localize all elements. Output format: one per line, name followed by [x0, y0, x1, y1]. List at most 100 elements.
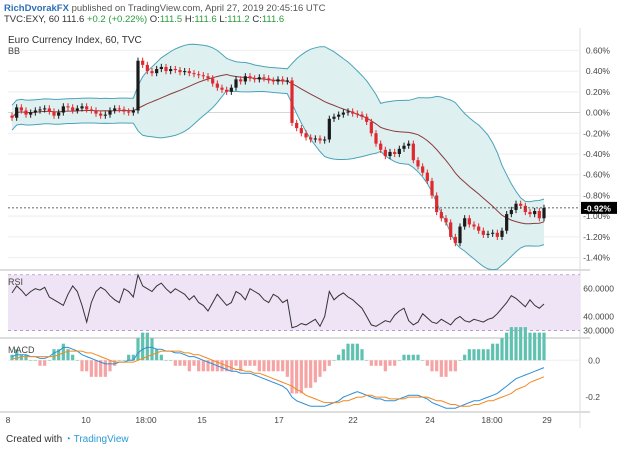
- candle-body: [201, 75, 205, 77]
- price-tick-label: -1.00%: [583, 211, 610, 221]
- candle-body: [43, 108, 47, 110]
- macd-histogram-bar: [388, 360, 392, 366]
- macd-histogram-bar: [355, 343, 359, 361]
- candle-body: [463, 218, 467, 227]
- macd-histogram-bar: [486, 349, 490, 361]
- candle-body: [416, 160, 420, 167]
- macd-histogram-bar: [519, 327, 523, 361]
- macd-histogram-bar: [169, 360, 173, 361]
- macd-histogram-bar: [276, 360, 280, 372]
- bollinger-upper-band: [11, 43, 545, 203]
- candle-body: [421, 166, 425, 173]
- candle-body: [145, 64, 149, 72]
- candle-body: [183, 71, 187, 73]
- candle-body: [122, 109, 126, 112]
- open-label: O:: [149, 14, 160, 25]
- candle-body: [141, 60, 145, 65]
- macd-histogram-bar: [24, 354, 28, 361]
- macd-histogram-bar: [346, 343, 350, 361]
- candle-body: [220, 87, 224, 90]
- candle-body: [332, 116, 336, 119]
- candle-body: [155, 69, 159, 74]
- macd-histogram-bar: [472, 349, 476, 361]
- macd-histogram-bar: [85, 360, 89, 372]
- candle-body: [38, 109, 42, 111]
- candle-body: [136, 60, 140, 111]
- rsi-tick-label: 60.0000: [583, 284, 614, 294]
- macd-histogram-bar: [537, 332, 541, 361]
- candle-body: [192, 73, 196, 75]
- macd-histogram-bar: [43, 360, 47, 366]
- candle-body: [477, 226, 481, 231]
- time-tick-label: 29: [542, 415, 552, 425]
- candle-body: [229, 87, 233, 92]
- macd-histogram-bar: [542, 332, 546, 361]
- candle-body: [299, 128, 303, 134]
- candle-body: [52, 111, 56, 116]
- price-tick-label: -0.80%: [583, 190, 610, 200]
- candle-body: [379, 143, 383, 150]
- candle-body: [206, 76, 210, 79]
- candle-body: [481, 230, 485, 235]
- candle-body: [159, 66, 163, 70]
- macd-indicator-label[interactable]: MACD: [8, 345, 35, 355]
- macd-histogram-bar: [393, 360, 397, 366]
- author-name[interactable]: RichDvorakFX: [4, 3, 69, 14]
- candle-body: [61, 106, 65, 113]
- macd-histogram-bar: [248, 360, 252, 366]
- candle-body: [467, 218, 471, 225]
- macd-histogram-bar: [145, 332, 149, 361]
- candle-body: [365, 116, 369, 122]
- candle-body: [341, 112, 345, 115]
- candle-body: [89, 109, 93, 111]
- macd-histogram-bar: [178, 360, 182, 366]
- macd-histogram-bar: [411, 354, 415, 361]
- time-tick-label: 24: [425, 415, 435, 425]
- macd-histogram-bar: [341, 349, 345, 361]
- candle-body: [533, 211, 537, 215]
- price-tick-label: 0.20%: [586, 87, 611, 97]
- macd-histogram-bar: [229, 360, 233, 372]
- price-tick-label: 0.40%: [586, 66, 611, 76]
- price-tick-label: -1.20%: [583, 232, 610, 242]
- macd-histogram-bar: [47, 360, 51, 361]
- candle-body: [491, 232, 495, 234]
- macd-histogram-bar: [430, 360, 434, 372]
- rsi-indicator-label[interactable]: RSI: [8, 277, 24, 287]
- macd-histogram-bar: [369, 360, 373, 366]
- candle-body: [519, 203, 523, 206]
- macd-histogram-bar: [295, 360, 299, 394]
- rsi-tick-label: 40.0000: [583, 312, 614, 322]
- macd-histogram-bar: [290, 360, 294, 394]
- candle-body: [388, 151, 392, 157]
- macd-histogram-bar: [327, 360, 331, 366]
- macd-histogram-bar: [66, 349, 70, 361]
- macd-histogram-bar: [262, 360, 266, 372]
- bb-indicator-label[interactable]: BB: [8, 46, 21, 56]
- macd-histogram-bar: [304, 360, 308, 388]
- tradingview-brand[interactable]: TradingView: [73, 434, 129, 445]
- candle-body: [131, 110, 135, 113]
- tradingview-logo-icon: ◔: [64, 434, 71, 445]
- candle-body: [113, 108, 117, 111]
- candle-body: [33, 110, 37, 113]
- candle-body: [346, 111, 350, 113]
- macd-histogram-bar: [164, 360, 168, 361]
- last-price-tag: [581, 201, 617, 214]
- macd-histogram-bar: [131, 354, 135, 361]
- candle-body: [304, 133, 308, 138]
- publish-line: RichDvorakFX published on TradingView.co…: [4, 3, 325, 14]
- candle-body: [71, 107, 75, 111]
- candle-body: [425, 172, 429, 181]
- macd-histogram-bar: [360, 349, 364, 361]
- candle-body: [262, 77, 266, 79]
- macd-histogram-bar: [243, 360, 247, 366]
- symbol-label: TVC:EXY, 60: [4, 14, 60, 25]
- rsi-tick-label: 30.0000: [583, 325, 614, 335]
- candle-body: [169, 69, 173, 72]
- macd-histogram-bar: [183, 360, 187, 366]
- low-label: L:: [219, 14, 228, 25]
- macd-histogram-bar: [150, 338, 154, 361]
- open-value: 111.5: [159, 14, 183, 25]
